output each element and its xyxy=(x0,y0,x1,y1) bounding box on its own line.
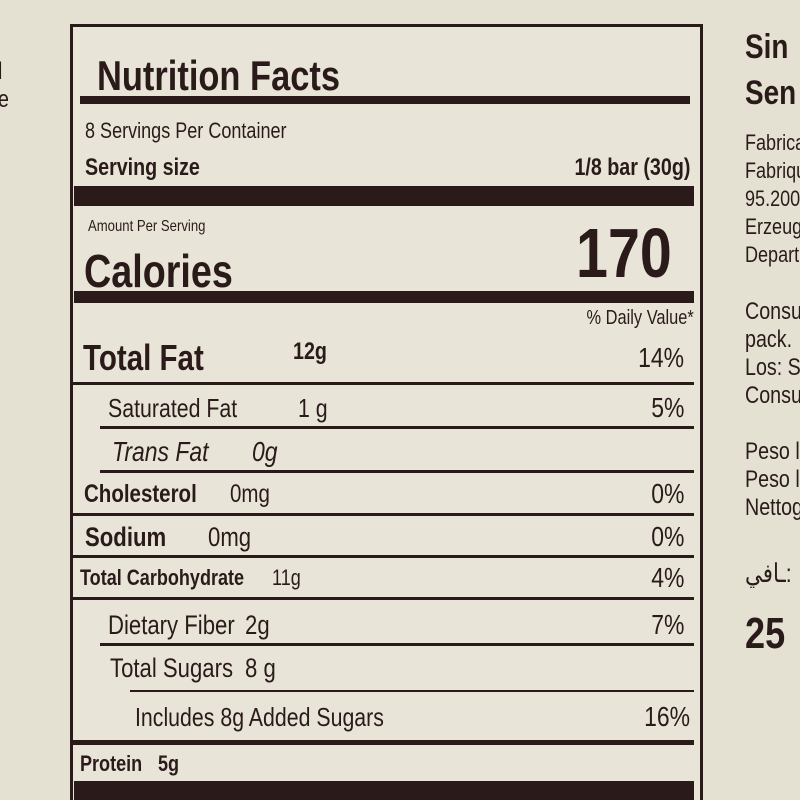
daily-value: 14% xyxy=(638,342,684,373)
nutrient-name: Saturated Fat xyxy=(108,393,238,423)
nutrient-name: Total Sugars xyxy=(110,652,234,683)
nutrient-amount: 2g xyxy=(245,609,270,640)
side-text: Erzeug xyxy=(745,214,800,239)
rule xyxy=(72,597,694,600)
nutrient-name: Total Fat xyxy=(83,337,204,378)
nutrient-name: Cholesterol xyxy=(84,479,197,508)
edge-text: l xyxy=(0,60,2,84)
rule xyxy=(74,186,694,206)
nutrient-amount: 11g xyxy=(272,565,301,590)
label-box xyxy=(70,24,703,800)
nutrient-name: Trans Fat xyxy=(112,436,209,467)
daily-value: 4% xyxy=(650,562,684,593)
rule xyxy=(72,513,694,516)
nutrient-name: Total Carbohydrate xyxy=(80,565,245,590)
side-text: Fabrique xyxy=(745,158,800,183)
side-text: Peso l xyxy=(745,438,800,465)
daily-value: 7% xyxy=(650,609,684,640)
nutrient-name: Dietary Fiber xyxy=(108,609,235,640)
rule xyxy=(100,643,694,646)
serving-size-label: Serving size xyxy=(85,154,200,181)
nutrient-amount: 8 g xyxy=(245,652,276,683)
side-text: Sin xyxy=(745,28,789,66)
side-text: pack. xyxy=(745,326,793,353)
nutrient-amount: 0mg xyxy=(230,479,270,508)
rule xyxy=(100,426,694,429)
side-text: Nettog xyxy=(745,494,800,521)
daily-value: 0% xyxy=(650,521,684,552)
side-text: 25 xyxy=(745,609,786,658)
nutrient-name: Sodium xyxy=(85,521,167,552)
nutrient-name: Protein xyxy=(80,751,143,776)
side-text: 95.200 xyxy=(745,186,800,211)
side-text: Peso l xyxy=(745,466,800,493)
side-text: ـافي: xyxy=(745,558,792,588)
calories-label: Calories xyxy=(84,245,233,297)
nutrient-amount: 5g xyxy=(158,751,180,776)
calories-value: 170 xyxy=(576,214,672,292)
side-text: Los: S xyxy=(745,354,800,381)
servings: 8 Servings Per Container xyxy=(85,118,287,143)
rule xyxy=(74,781,694,800)
nutrient-name: Includes 8g Added Sugars xyxy=(135,702,384,732)
edge-text: e xyxy=(0,88,9,112)
rule xyxy=(72,382,694,385)
side-text: Sen xyxy=(745,74,797,112)
rule xyxy=(72,740,694,745)
rule xyxy=(130,690,694,692)
serving-size-value: 1/8 bar (30g) xyxy=(574,154,690,181)
nutrient-amount: 0mg xyxy=(208,521,252,552)
side-text: Fabrica xyxy=(745,130,800,155)
side-text: Consu xyxy=(745,382,800,409)
side-text: Consu xyxy=(745,298,800,325)
rule xyxy=(72,555,694,558)
daily-value-header: % Daily Value* xyxy=(586,307,694,329)
daily-value: 16% xyxy=(644,701,690,732)
side-text: Depart xyxy=(745,242,800,267)
rule xyxy=(74,291,694,303)
rule xyxy=(100,470,694,473)
rule xyxy=(80,96,690,104)
amount-per-serving: Amount Per Serving xyxy=(88,218,206,235)
daily-value: 5% xyxy=(650,392,684,423)
nutrient-amount: 0g xyxy=(252,436,278,467)
label-title: Nutrition Facts xyxy=(97,52,341,99)
nutrient-amount: 1 g xyxy=(298,393,328,423)
daily-value: 0% xyxy=(650,478,684,509)
nutrient-amount: 12g xyxy=(293,338,327,365)
